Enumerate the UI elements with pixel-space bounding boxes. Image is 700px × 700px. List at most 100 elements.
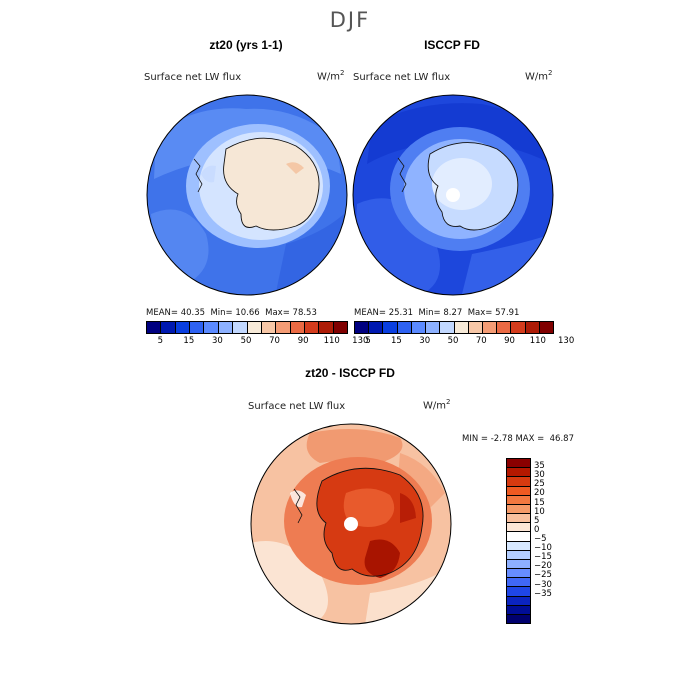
diff-colorbar-tick-label: 25 — [534, 479, 545, 490]
left-colorbar-swatch — [303, 322, 319, 333]
right-mean-value: 25.31 — [388, 308, 414, 318]
left-min-value: 10.66 — [235, 308, 260, 318]
left-colorbar-swatch — [189, 322, 204, 333]
right-colorbar-swatch — [425, 322, 440, 333]
diff-colorbar-swatch — [507, 485, 530, 495]
right-colorbar — [354, 321, 554, 334]
left-colorbar-swatch — [232, 322, 247, 333]
diff-colorbar-tick-label: 0 — [534, 524, 540, 535]
right-polar-map — [352, 94, 554, 296]
diff-colorbar-swatch — [507, 586, 530, 596]
left-colorbar-swatch — [318, 322, 333, 333]
right-colorbar-swatch — [496, 322, 511, 333]
left-colorbar-tick-label: 30 — [212, 336, 223, 346]
left-polar-map — [146, 94, 348, 296]
left-colorbar-swatch — [246, 322, 261, 333]
diff-colorbar-swatch — [507, 476, 530, 486]
diff-minmax: MIN = -2.78 MAX = 46.87 — [462, 434, 574, 444]
diff-colorbar-tick-label: 5 — [534, 515, 540, 526]
left-stats: MEAN= 40.35 Min= 10.66 Max= 78.53 — [146, 308, 317, 318]
left-colorbar-tick-label: 15 — [183, 336, 195, 346]
right-colorbar-tick-label: 130 — [558, 336, 575, 346]
diff-colorbar-tick-label: −30 — [534, 579, 552, 590]
right-colorbar-swatch — [467, 322, 482, 333]
diff-colorbar-swatch — [507, 549, 530, 559]
diff-colorbar-tick-label: 35 — [534, 461, 545, 472]
diff-colorbar-tick-label: −20 — [534, 561, 552, 572]
diff-colorbar-swatch — [507, 522, 530, 532]
left-colorbar-swatch — [217, 322, 233, 333]
diff-colorbar-swatch — [507, 494, 530, 504]
right-colorbar-swatch — [410, 322, 426, 333]
left-colorbar-swatch — [275, 322, 290, 333]
right-variable-label: Surface net LW flux — [353, 72, 451, 83]
diff-colorbar-swatch — [507, 531, 530, 541]
right-colorbar-tick-label: 110 — [529, 336, 546, 346]
left-colorbar-tick-label: 50 — [240, 336, 252, 346]
right-min-label: Min= — [418, 308, 441, 318]
left-colorbar-swatch — [260, 322, 276, 333]
left-colorbar-tick-label: 5 — [157, 336, 163, 346]
left-colorbar-swatch — [174, 322, 190, 333]
left-panel-title: zt20 (yrs 1-1) — [209, 38, 283, 52]
left-colorbar-tick-label: 90 — [297, 336, 309, 346]
right-max-label: Max= — [467, 308, 493, 318]
left-colorbar-swatch — [147, 322, 161, 333]
right-colorbar-swatch — [355, 322, 369, 333]
right-stats: MEAN= 25.31 Min= 8.27 Max= 57.91 — [354, 308, 519, 318]
left-units: W/m2 — [317, 69, 345, 83]
right-colorbar-tick-label: 30 — [419, 336, 431, 346]
left-colorbar-swatch — [160, 322, 175, 333]
right-colorbar-tick-label: 90 — [504, 336, 515, 346]
diff-colorbar-tick-label: −5 — [534, 534, 547, 544]
right-colorbar-tick-label: 70 — [475, 336, 487, 346]
diff-colorbar-swatch — [507, 577, 530, 587]
right-colorbar-ticks: 5 15 30 50 70 90 110 130 — [354, 336, 574, 348]
right-min-value: 8.27 — [443, 308, 463, 318]
diff-colorbar-swatch — [507, 513, 530, 523]
left-colorbar — [146, 321, 348, 334]
diff-min-label: MIN = — [462, 434, 489, 444]
diff-colorbar-swatch — [507, 558, 530, 569]
right-colorbar-swatch — [481, 322, 497, 333]
diff-colorbar-swatch — [507, 503, 530, 514]
right-colorbar-swatch — [538, 322, 554, 333]
diff-colorbar-tick-label: −35 — [534, 588, 552, 599]
diff-colorbar-swatch — [507, 467, 530, 477]
right-colorbar-swatch — [382, 322, 397, 333]
right-colorbar-tick-label: 5 — [365, 336, 371, 346]
left-min-label: Min= — [210, 308, 233, 318]
diff-colorbar-swatch — [507, 568, 530, 578]
right-units: W/m2 — [525, 69, 553, 83]
left-mean-value: 40.35 — [180, 308, 206, 318]
diff-colorbar — [506, 458, 531, 624]
right-colorbar-swatch — [396, 322, 411, 333]
diff-colorbar-tick-label: −10 — [534, 543, 552, 554]
diff-colorbar-swatch — [507, 459, 530, 468]
diff-max-value: 46.87 — [549, 434, 574, 444]
left-colorbar-tick-label: 110 — [323, 336, 340, 346]
diff-colorbar-tick-label: 15 — [534, 497, 545, 508]
right-colorbar-swatch — [368, 322, 383, 333]
right-colorbar-swatch — [453, 322, 468, 333]
left-colorbar-swatch — [289, 322, 304, 333]
right-mean-label: MEAN= — [354, 308, 386, 318]
right-colorbar-tick-label: 15 — [391, 336, 402, 346]
right-colorbar-swatch — [510, 322, 525, 333]
diff-colorbar-tick-label: −15 — [534, 552, 552, 563]
diff-colorbar-swatch — [507, 613, 530, 624]
diff-colorbar-swatch — [507, 540, 530, 550]
season-title: DJF — [329, 8, 371, 32]
diff-colorbar-swatch — [507, 604, 530, 614]
left-max-value: 78.53 — [292, 308, 317, 318]
left-colorbar-swatch — [203, 322, 218, 333]
diff-min-value: -2.78 — [490, 434, 513, 444]
diff-colorbar-tick-label: 30 — [534, 470, 545, 481]
diff-colorbar-tick-label: −25 — [534, 570, 552, 581]
diff-colorbar-tick-label: 20 — [534, 488, 545, 499]
diff-panel-title: zt20 - ISCCP FD — [305, 366, 395, 380]
left-colorbar-tick-label: 70 — [269, 336, 280, 346]
diff-units: W/m2 — [423, 398, 451, 412]
left-colorbar-tick-label: 130 — [352, 336, 369, 346]
diff-colorbar-ticks: 35 30 25 20 15 10 5 0 −5 −10 −15 −20 −25 −30 −35 — [534, 458, 574, 622]
